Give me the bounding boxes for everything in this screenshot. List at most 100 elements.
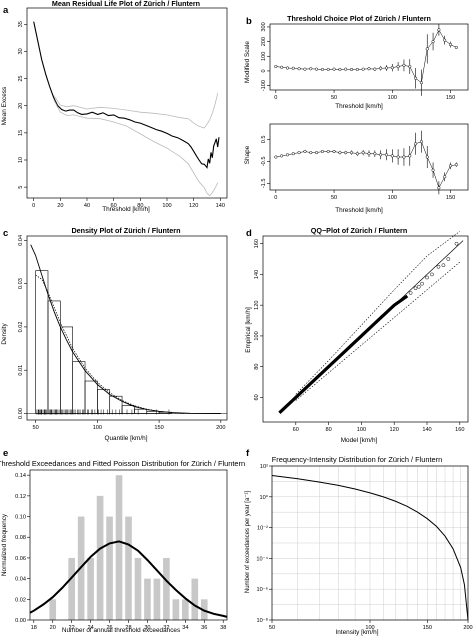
panel-c-xtick-label: 200 bbox=[216, 425, 225, 431]
panel-e-xtick-label: 30 bbox=[144, 625, 150, 631]
panel-b-top-point bbox=[384, 66, 389, 70]
panel-e-ytick-label: 0.10 bbox=[15, 515, 26, 521]
panel-d-point bbox=[416, 284, 421, 289]
panel-b-top-ylabel: Modified Scale bbox=[244, 41, 251, 83]
panel-a-xlabel: Threshold [km/h] bbox=[102, 206, 150, 213]
panel-b-bottom-point bbox=[320, 149, 324, 154]
panel-b-bottom-point bbox=[291, 152, 295, 156]
panel-tag-e: e bbox=[3, 448, 8, 459]
panel-f-ytick-label: 10⁻⁴ bbox=[256, 555, 268, 562]
panel-b-bottom-point bbox=[408, 154, 412, 158]
panel-b-bottom-point bbox=[326, 149, 330, 154]
panel-f-xlabel: Intensity [km/h] bbox=[336, 629, 379, 636]
panel-d-ytick-label: 100 bbox=[254, 331, 260, 340]
panel-b-bottom-point bbox=[285, 153, 290, 157]
panel-f-ytick-label: 10⁻⁸ bbox=[256, 617, 268, 624]
panel-b-top-point bbox=[379, 66, 383, 70]
panel-b-top-point bbox=[326, 67, 330, 72]
panel-b-bottom-point bbox=[274, 155, 278, 159]
panel-f-frame bbox=[271, 465, 469, 621]
panel-b-top-plot: 0 50 100 150 -100 0 100 200 300 bbox=[261, 22, 458, 101]
panel-e-xtick-label: 38 bbox=[220, 625, 226, 631]
panel-f-ytick-label: 10⁰ bbox=[260, 494, 269, 501]
panel-b-top-point bbox=[320, 67, 324, 72]
panel-b-top-frame bbox=[269, 23, 469, 91]
panel-b-bottom-xtick-label: 100 bbox=[388, 195, 397, 201]
panel-e-bar bbox=[115, 475, 123, 620]
panel-tag-b: b bbox=[246, 16, 252, 27]
panel-b-top-ytick-label: -100 bbox=[261, 80, 267, 91]
panel-b-top-xtick-label: 150 bbox=[446, 95, 455, 101]
panel-a-xtick-label: 100 bbox=[162, 203, 171, 209]
panel-d-xlabel: Model [km/h] bbox=[341, 437, 378, 444]
panel-d-xtick-label: 120 bbox=[390, 427, 399, 433]
panel-a-series-2 bbox=[53, 99, 219, 197]
panel-b-top-line bbox=[275, 29, 457, 84]
panel-c-histogram-bar bbox=[134, 408, 148, 414]
panel-d-point bbox=[436, 264, 441, 269]
panel-b-bottom-point bbox=[309, 151, 313, 155]
panel-f-plot: 50 100 150 200 10⁻⁸ 10⁻⁶ 10⁻⁴ 10⁻² 10⁰ 10² bbox=[256, 464, 472, 631]
panel-b-top-point bbox=[355, 67, 359, 72]
panel-b-top-point bbox=[408, 64, 412, 69]
panel-c-frame bbox=[26, 235, 228, 421]
panel-e-xtick-label: 28 bbox=[125, 625, 131, 631]
panel-b-bottom-point bbox=[419, 140, 423, 144]
panel-b-top-point bbox=[454, 45, 458, 50]
panel-d-frame bbox=[262, 235, 469, 423]
panel-d-title: QQ−Plot of Zürich / Fluntern bbox=[311, 226, 407, 235]
panel-e-xtick-label: 36 bbox=[201, 625, 207, 631]
panel-a-ytick-label: 25 bbox=[18, 75, 24, 81]
panel-d-band-lower bbox=[295, 261, 460, 401]
panel-c-ytick-label: 0.01 bbox=[18, 365, 24, 376]
panel-a-ytick-label: 5 bbox=[18, 186, 24, 189]
panel-e-ytick-label: 0.08 bbox=[15, 535, 26, 541]
panel-c-histogram-bar bbox=[146, 411, 160, 414]
panel-c-histogram-bar bbox=[84, 380, 98, 414]
panel-a-ylabel: Mean Excess bbox=[1, 87, 8, 125]
panel-b-bottom-point bbox=[280, 154, 284, 158]
panel-c-ytick-label: 0.03 bbox=[18, 278, 24, 289]
panel-c-title: Density Plot of Zürich / Fluntern bbox=[71, 226, 180, 235]
panel-a-xtick-label: 120 bbox=[189, 203, 198, 209]
panel-e-bar bbox=[96, 495, 104, 620]
panel-b-bottom-point bbox=[349, 151, 354, 155]
panel-a-series-0 bbox=[33, 21, 220, 169]
panel-b-bottom-point bbox=[303, 149, 307, 154]
panel-b-top-point bbox=[431, 40, 435, 44]
panel-a-xtick-label: 20 bbox=[57, 203, 63, 209]
panel-e-bar bbox=[172, 599, 180, 620]
panel-b-top-ytick-label: 100 bbox=[261, 52, 267, 61]
panel-f-xtick-label: 50 bbox=[269, 625, 275, 631]
panel-b-bottom-point bbox=[431, 168, 435, 172]
panel-b-top-xlabel: Threshold [km/h] bbox=[335, 103, 383, 110]
panel-b-top-point bbox=[332, 67, 336, 71]
panel-e-bar bbox=[182, 599, 189, 620]
panel-e-bar bbox=[49, 599, 57, 620]
panel-d-ylabel: Empirical [km/h] bbox=[245, 307, 252, 353]
panel-b-bottom-point bbox=[373, 152, 377, 156]
panel-b-threshold-choice: Threshold Choice Plot of Zürich / Flunte… bbox=[244, 14, 469, 214]
panel-e-ytick-label: 0.14 bbox=[15, 473, 26, 479]
panel-f-ytick-label: 10⁻² bbox=[257, 526, 268, 532]
panel-b-top-point bbox=[443, 38, 447, 42]
panel-b-top-ytick-label: 300 bbox=[261, 22, 267, 31]
panel-b-top-ytick-label: 200 bbox=[261, 37, 267, 46]
panel-c-xlabel: Quantile [km/h] bbox=[105, 435, 148, 442]
panel-e-bar bbox=[68, 557, 75, 620]
panel-b-top-point bbox=[349, 67, 354, 72]
panel-d-ytick-label: 160 bbox=[254, 239, 260, 248]
panel-b-top-point bbox=[367, 67, 371, 71]
panel-e-xtick-label: 32 bbox=[163, 625, 169, 631]
panel-d-point bbox=[425, 275, 429, 280]
panel-c-ytick-label: 0.04 bbox=[18, 235, 24, 246]
panel-b-bottom-point bbox=[355, 152, 359, 156]
panel-d-xtick-label: 100 bbox=[357, 427, 366, 433]
panel-a-title: Mean Residual Life Plot of Zürich / Flun… bbox=[52, 0, 200, 8]
panel-a-frame bbox=[26, 7, 228, 199]
panel-d-xtick-label: 60 bbox=[293, 427, 299, 433]
panel-e-ytick-label: 0.06 bbox=[15, 556, 26, 562]
panel-b-bottom-line bbox=[275, 141, 457, 189]
panel-e-ytick-label: 0.00 bbox=[15, 618, 26, 624]
